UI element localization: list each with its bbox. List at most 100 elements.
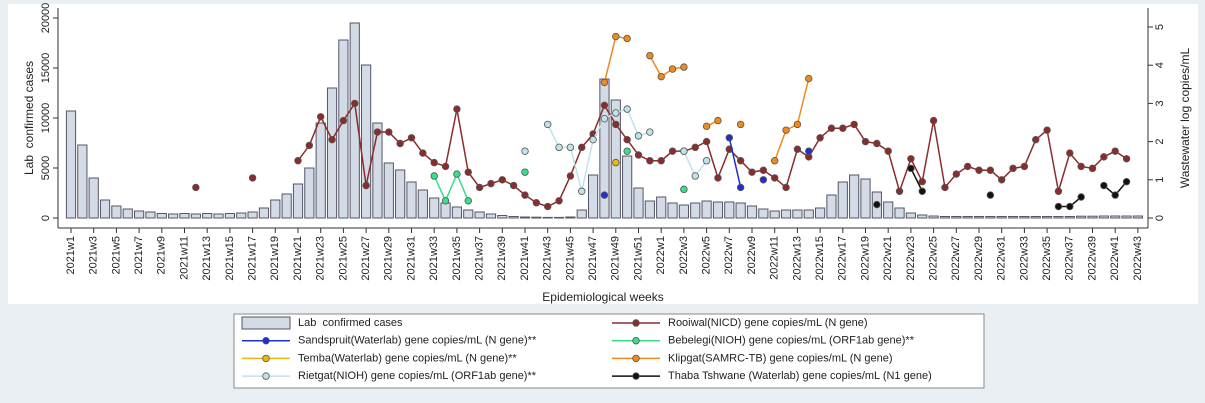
marker [759, 176, 768, 184]
legend-label: Bebelegi(NIOH) gene copies/mL (ORF1ab ge… [668, 335, 915, 347]
marker [668, 65, 677, 73]
marker [248, 174, 257, 182]
bar [338, 39, 349, 219]
bar [497, 215, 508, 219]
bar [190, 213, 201, 219]
marker [419, 149, 427, 157]
bar [644, 200, 655, 219]
legend-swatch [262, 372, 270, 380]
bar [588, 174, 599, 219]
bar [224, 213, 236, 219]
bar [315, 122, 326, 219]
marker [748, 168, 756, 176]
marker [305, 141, 314, 150]
marker [566, 172, 575, 180]
marker [884, 147, 892, 155]
marker [521, 168, 529, 176]
x-tick-label: 2021w9 [156, 236, 168, 275]
bar [474, 211, 485, 219]
x-tick-label: 2021w29 [383, 236, 395, 281]
line [649, 55, 685, 78]
marker [509, 181, 518, 190]
bar [258, 207, 270, 219]
marker [736, 156, 745, 165]
marker [907, 155, 915, 163]
marker [918, 178, 926, 186]
marker [1020, 162, 1029, 171]
bar [1007, 216, 1019, 219]
legend-label: Temba(Waterlab) gene copies/mL (N gene)*… [298, 352, 517, 364]
marker [725, 134, 733, 142]
bar [769, 210, 780, 219]
marker [589, 135, 597, 144]
bar [1110, 215, 1121, 219]
x-tick-label: 2021w51 [632, 236, 644, 281]
y-tick-label: 5000 [40, 156, 52, 180]
marker [771, 156, 779, 165]
bar [65, 110, 77, 219]
marker [646, 128, 654, 136]
y-tick-label: 0 [40, 215, 52, 221]
bar [735, 202, 746, 219]
bar [973, 216, 985, 219]
y2-tick-label: 0 [1154, 215, 1166, 221]
x-tick-label: 2022w17 [837, 236, 849, 281]
marker [578, 187, 586, 195]
marker [1066, 202, 1074, 211]
bar [519, 216, 531, 219]
marker [430, 158, 438, 167]
bar [1042, 216, 1053, 219]
bar [849, 174, 860, 219]
x-tick-label: 2021w43 [542, 236, 554, 281]
legend-swatch [632, 354, 640, 363]
marker [736, 120, 745, 129]
marker [1032, 135, 1040, 144]
bar [349, 22, 360, 219]
bar [985, 216, 996, 219]
marker [521, 191, 529, 199]
bar [1132, 215, 1144, 219]
y2-tick-label: 4 [1154, 62, 1166, 68]
marker [192, 183, 200, 192]
bar [1053, 216, 1064, 219]
marker [646, 156, 654, 165]
marker [566, 143, 575, 152]
legend-swatch [262, 337, 270, 345]
marker [702, 137, 711, 146]
marker [816, 134, 824, 142]
y2-tick-label: 2 [1154, 139, 1166, 145]
bar [656, 196, 667, 219]
marker [918, 187, 926, 195]
bar [1019, 216, 1030, 219]
marker [600, 191, 609, 199]
marker [634, 132, 643, 140]
x-tick-label: 2021w19 [269, 236, 281, 281]
x-tick-label: 2022w7 [723, 236, 735, 275]
x-tick-label: 2022w25 [928, 236, 940, 281]
bar [553, 216, 565, 219]
bar [508, 216, 519, 219]
legend-label: Thaba Tshwane (Waterlab) gene copies/mL … [668, 370, 932, 382]
marker [1054, 202, 1063, 211]
bar [179, 213, 190, 219]
marker [1100, 181, 1108, 190]
x-tick-label: 2021w39 [496, 236, 508, 281]
x-tick-label: 2021w5 [110, 236, 122, 275]
marker [407, 134, 416, 142]
marker [475, 183, 484, 192]
marker [612, 32, 620, 41]
legend-label: Lab confirmed cases [298, 317, 403, 329]
marker [759, 166, 768, 174]
marker [986, 166, 995, 174]
line [728, 137, 742, 188]
marker [805, 74, 813, 83]
bar [826, 194, 837, 219]
marker [441, 162, 450, 171]
marker [521, 147, 529, 155]
x-tick-label: 2022w23 [905, 236, 917, 281]
x-tick-label: 2022w1 [655, 236, 667, 275]
marker [453, 105, 461, 113]
bar [485, 213, 497, 219]
marker [1122, 178, 1131, 186]
bar [894, 207, 905, 219]
